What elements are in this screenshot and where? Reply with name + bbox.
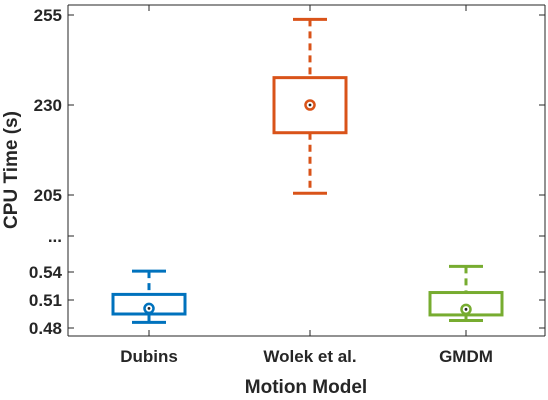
- x-axis-ticks: Dubins Wolek et al. GMDM: [120, 5, 493, 366]
- median-dot: [308, 103, 312, 107]
- y-tick-label: 0.54: [29, 263, 63, 282]
- plot-frame: [67, 4, 546, 337]
- x-tick-label: GMDM: [439, 347, 493, 366]
- box-wolek-et-al: [272, 17, 348, 195]
- y-tick-label: 255: [34, 6, 62, 25]
- x-tick-label: Dubins: [120, 347, 178, 366]
- interquartile-box: [272, 76, 348, 135]
- y-tick-label: 205: [34, 186, 62, 205]
- y-tick-label: ...: [48, 227, 62, 246]
- x-tick-label: Wolek et al.: [263, 347, 356, 366]
- y-axis-title: CPU Time (s): [1, 111, 22, 229]
- y-tick-label: 0.51: [29, 291, 62, 310]
- x-axis-title: Motion Model: [245, 377, 367, 398]
- y-tick-label: 230: [34, 96, 62, 115]
- y-axis-ticks: 255 230 205... 0.54 0.51 0.48: [29, 6, 545, 338]
- box-dubins: [111, 269, 187, 324]
- box-series: [111, 17, 504, 324]
- median-dot: [147, 307, 151, 310]
- y-tick-label: 0.48: [29, 319, 62, 338]
- median-dot: [464, 307, 468, 311]
- box-gmdm: [428, 264, 504, 323]
